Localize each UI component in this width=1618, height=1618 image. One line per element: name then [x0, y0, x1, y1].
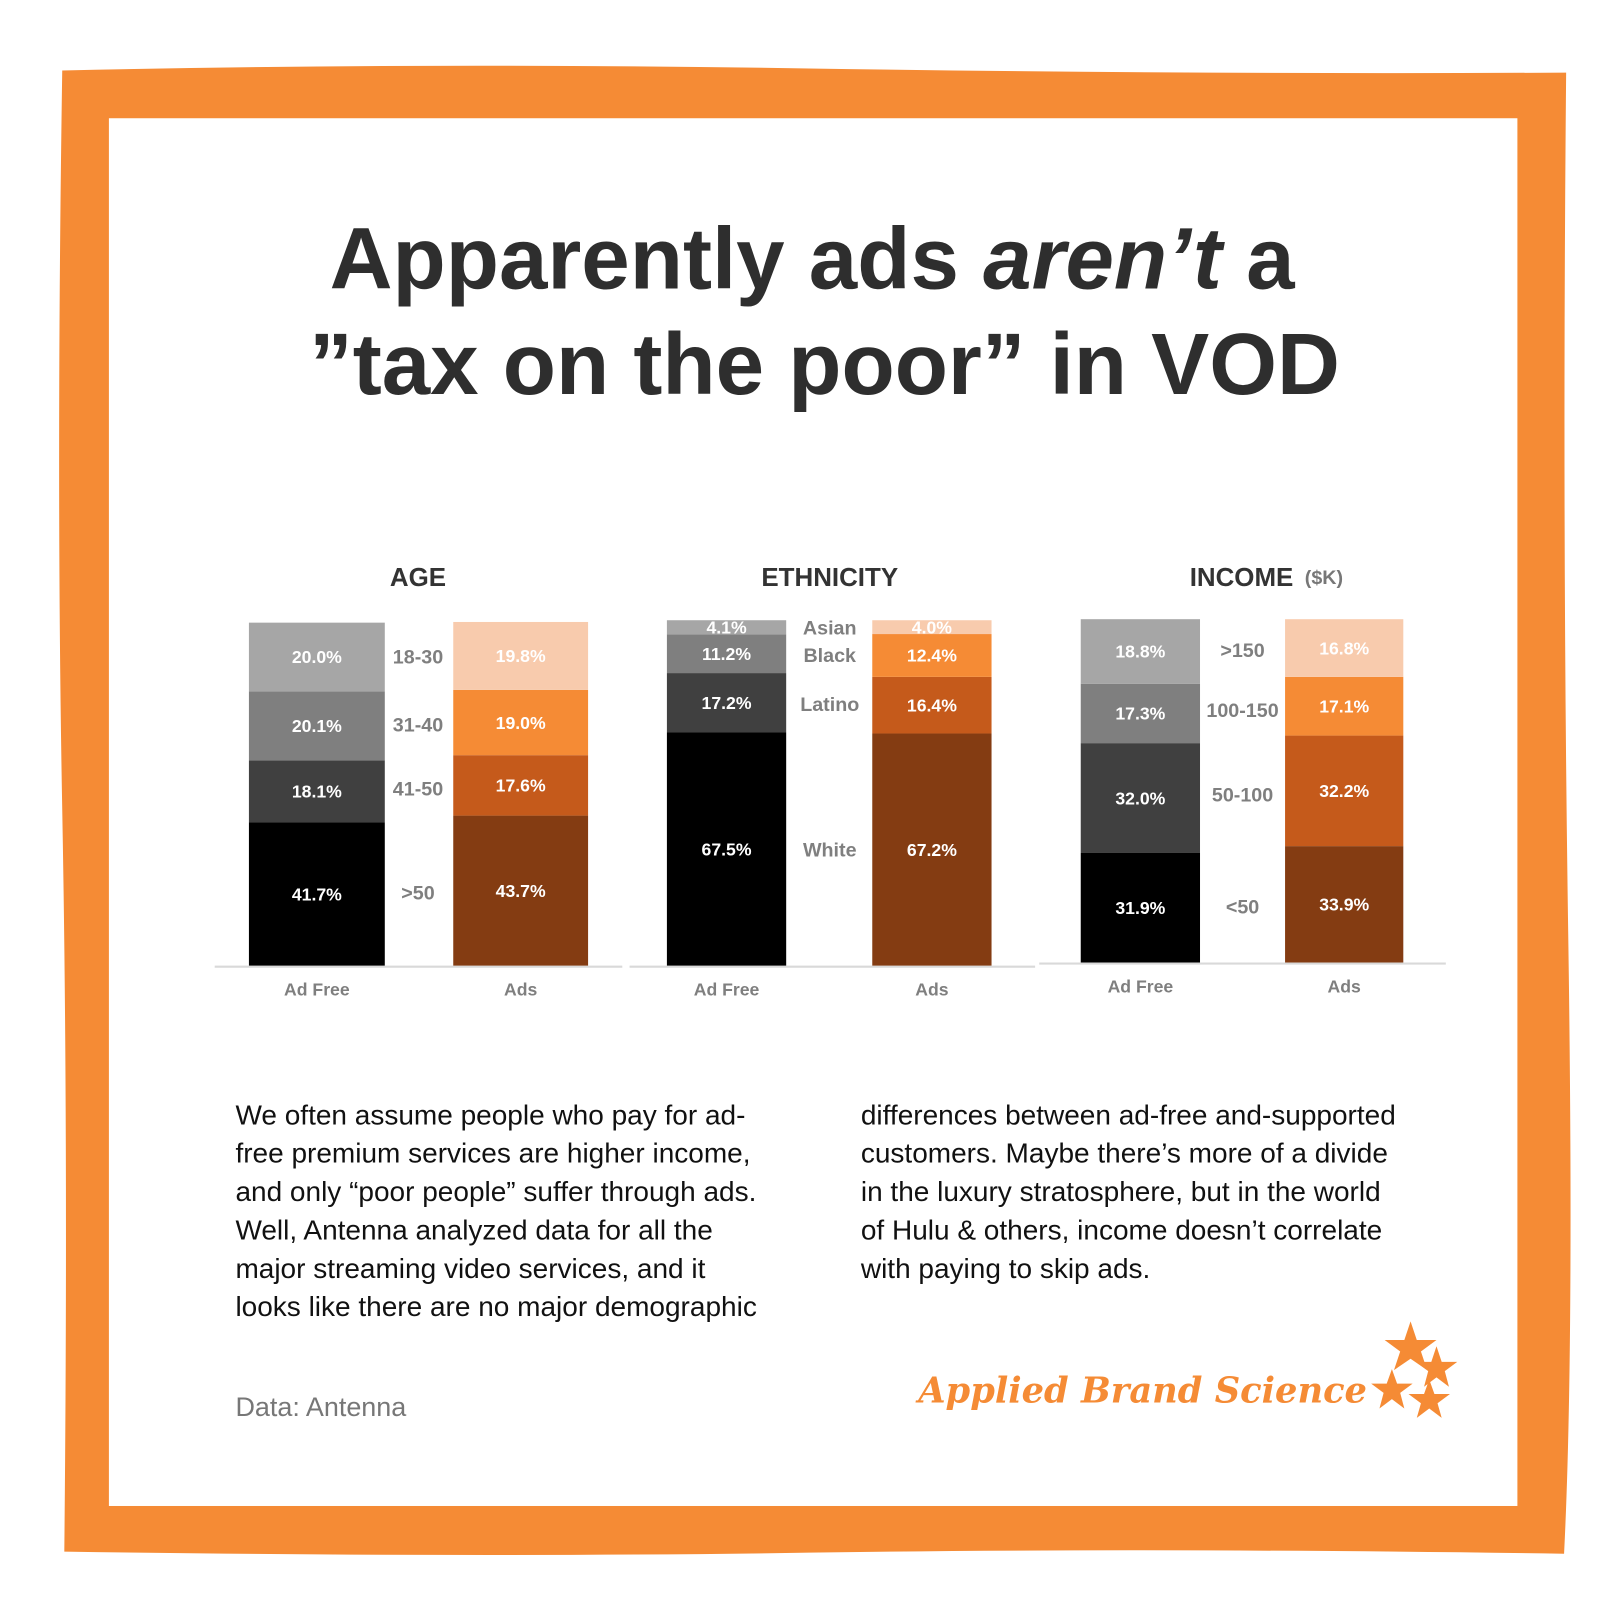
bar-segment [453, 815, 589, 966]
brand: Applied Brand Science [915, 1370, 1367, 1411]
category-label: Ads [915, 980, 948, 1000]
body-line: differences between ad-free and-supporte… [861, 1099, 1396, 1130]
series-label: Asian [803, 617, 857, 639]
bar-segment [1080, 852, 1201, 963]
title-line-2: ”tax on the poor” in VOD [309, 316, 1340, 413]
value-label: 17.3% [1115, 704, 1165, 724]
body-line: customers. Maybe there’s more of a divid… [861, 1138, 1388, 1169]
body-line: looks like there are no major demographi… [235, 1291, 756, 1322]
body-line: Well, Antenna analyzed data for all the [235, 1214, 712, 1245]
bar-segment [453, 689, 589, 756]
bar-segment [453, 755, 589, 816]
bar-segment [1080, 743, 1201, 853]
bar-segment [666, 620, 787, 635]
chart-subtitle: ($K) [1305, 567, 1343, 589]
bar-segment [1285, 619, 1404, 677]
body-line: major streaming video services, and it [235, 1253, 705, 1284]
value-label: 43.7% [496, 881, 546, 901]
title-part: Apparently ads [330, 210, 984, 307]
brand-stars [1371, 1321, 1458, 1418]
value-label: 17.1% [1319, 696, 1369, 716]
bar-segment [1080, 619, 1201, 684]
bar-segment [1285, 676, 1404, 736]
value-label: 32.2% [1319, 781, 1369, 801]
bar-segment [872, 733, 992, 966]
bar-segment [666, 634, 787, 674]
bar-segment [248, 691, 385, 761]
value-label: 67.2% [907, 840, 957, 860]
series-label: >150 [1220, 640, 1264, 662]
value-label: 33.9% [1319, 895, 1369, 915]
source: Data: Antenna [235, 1392, 406, 1422]
series-label: 31-40 [393, 714, 443, 736]
body-line: We often assume people who pay for ad- [235, 1099, 745, 1130]
category-label: Ads [504, 980, 537, 1000]
value-label: 67.5% [702, 839, 752, 859]
value-label: 16.8% [1319, 638, 1369, 658]
value-label: 11.2% [702, 644, 751, 664]
value-label: 19.8% [496, 646, 546, 666]
bar-segment [1285, 735, 1404, 847]
bar-segment [872, 676, 992, 734]
series-label: <50 [1226, 896, 1259, 918]
value-label: 12.4% [907, 646, 957, 666]
series-label: White [803, 840, 857, 862]
bar-segment [248, 822, 385, 966]
series-label: Black [803, 645, 856, 667]
value-label: 17.2% [702, 693, 752, 713]
body-line: and only “poor people” suffer through ad… [235, 1176, 756, 1207]
bar-segment [1285, 846, 1404, 963]
title-italic: aren’t [983, 210, 1225, 307]
body-line: in the luxury stratosphere, but in the w… [861, 1176, 1381, 1207]
title-line-1: Apparently ads aren’t a [330, 210, 1295, 307]
value-label: 41.7% [292, 884, 342, 904]
value-label: 32.0% [1115, 788, 1165, 808]
chart-title: INCOME [1190, 564, 1294, 592]
value-label: 4.0% [912, 617, 953, 637]
series-label: 18-30 [393, 647, 443, 669]
series-label: Latino [800, 694, 859, 716]
body-line: of Hulu & others, income doesn’t correla… [861, 1214, 1382, 1245]
value-label: 20.1% [292, 716, 342, 736]
bar-segment [248, 760, 385, 823]
series-label: 50-100 [1212, 785, 1273, 807]
value-label: 18.8% [1115, 642, 1165, 662]
body-line: free premium services are higher income, [235, 1138, 750, 1169]
category-label: Ad Free [694, 980, 760, 1000]
bar-segment [872, 634, 992, 677]
body-line: with paying to skip ads. [860, 1253, 1150, 1284]
value-label: 4.1% [706, 618, 747, 638]
series-label: 100-150 [1206, 700, 1278, 722]
category-label: Ad Free [284, 980, 350, 1000]
category-label: Ads [1328, 977, 1361, 997]
chart-title: AGE [390, 564, 446, 592]
bar-segment [872, 620, 992, 635]
category-label: Ad Free [1108, 977, 1174, 997]
value-label: 17.6% [496, 776, 546, 796]
value-label: 20.0% [292, 647, 342, 667]
title-part: a [1222, 210, 1295, 307]
value-label: 18.1% [292, 782, 342, 802]
series-label: >50 [401, 883, 434, 905]
bar-segment [666, 673, 787, 733]
series-label: 41-50 [393, 779, 443, 801]
value-label: 16.4% [907, 695, 957, 715]
bar-segment [666, 732, 787, 966]
chart-title: ETHNICITY [761, 564, 898, 592]
value-label: 31.9% [1115, 898, 1165, 918]
bar-segment [1080, 683, 1201, 744]
bar-segment [248, 622, 385, 692]
bar-segment [453, 621, 589, 690]
value-label: 19.0% [496, 713, 546, 733]
